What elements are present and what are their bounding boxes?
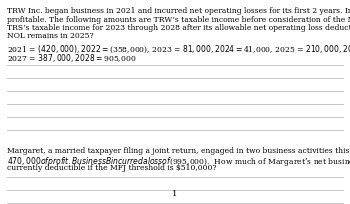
Text: $470,000 of profit. Business B incurred a loss of $(995,000).  How much of Marga: $470,000 of profit. Business B incurred … (7, 155, 350, 169)
Text: TRW Inc. began business in 2021 and incurred net operating losses for its first : TRW Inc. began business in 2021 and incu… (7, 7, 350, 15)
Text: 1: 1 (172, 190, 178, 198)
Text: profitable. The following amounts are TRW’s taxable income before consideration : profitable. The following amounts are TR… (7, 16, 350, 23)
Text: 2027 = $387,000, 2028 = $905,000: 2027 = $387,000, 2028 = $905,000 (7, 52, 136, 64)
Text: 2021 = $(420,000), 2022 = $(358,000), 2023 = $81,000, 2024 = $41,000, 2025 = $21: 2021 = $(420,000), 2022 = $(358,000), 20… (7, 44, 350, 55)
Text: NOL remains in 2025?: NOL remains in 2025? (7, 32, 94, 41)
Text: Margaret, a married taxpayer filing a joint return, engaged in two business acti: Margaret, a married taxpayer filing a jo… (7, 147, 350, 155)
Text: currently deductible if the MFJ threshold is $510,000?: currently deductible if the MFJ threshol… (7, 164, 217, 172)
Text: TRS’s taxable income for 2023 through 2028 after its allowable net operating los: TRS’s taxable income for 2023 through 20… (7, 24, 350, 32)
